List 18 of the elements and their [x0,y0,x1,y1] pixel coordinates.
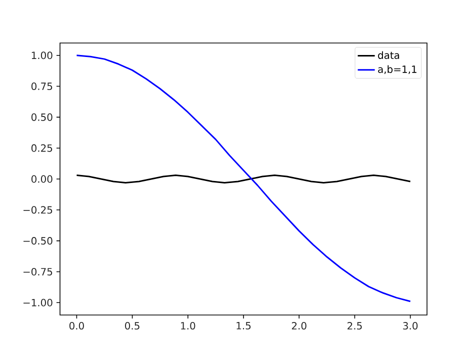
y-tick-label: 0.00 [31,175,52,183]
y-tick-label: 1.00 [32,52,52,60]
legend-label: data [378,51,400,59]
y-tick-label: −0.75 [24,268,52,276]
y-tick-label: −0.50 [24,237,52,245]
legend-label: a,b=1,1 [378,65,416,74]
y-tick-label: −0.25 [24,206,52,214]
x-tick-label: 1.0 [181,322,196,330]
x-tick-label: 2.0 [292,322,306,330]
y-tick-label: 0.75 [31,82,52,90]
y-tick-label: 0.25 [31,144,52,152]
x-tick-label: 3.0 [403,322,418,330]
x-tick-label: 0.5 [125,322,140,330]
x-tick-label: 0.0 [69,322,84,330]
x-tick-label: 1.5 [236,322,251,330]
y-tick-label: −1.00 [24,298,52,306]
x-tick-label: 2.5 [348,322,362,330]
y-tick-label: 0.50 [31,113,52,121]
